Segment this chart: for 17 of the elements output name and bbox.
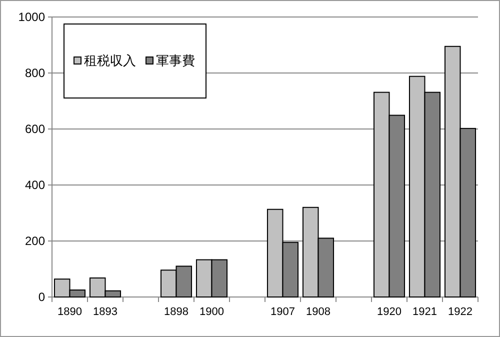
y-tick-label: 0 <box>38 290 46 304</box>
x-tick-label: 1920 <box>377 306 402 318</box>
y-tick-label: 1000 <box>18 10 46 24</box>
x-tick-label: 1921 <box>412 306 437 318</box>
x-tick-label: 1922 <box>448 306 472 318</box>
legend-label: 軍事費 <box>156 54 195 69</box>
y-tick-label: 600 <box>24 122 46 136</box>
x-tick-label: 1908 <box>306 306 330 318</box>
x-tick-label: 1900 <box>200 306 224 318</box>
legend-label: 租税収入 <box>84 54 136 69</box>
y-tick-label: 200 <box>24 234 46 248</box>
x-tick-label: 1898 <box>164 306 188 318</box>
x-tick-label: 1890 <box>58 306 82 318</box>
x-tick-label: 1907 <box>270 306 295 318</box>
x-tick-label: 1893 <box>93 306 118 318</box>
y-tick-label: 400 <box>24 178 46 192</box>
y-tick-label: 800 <box>24 66 46 80</box>
